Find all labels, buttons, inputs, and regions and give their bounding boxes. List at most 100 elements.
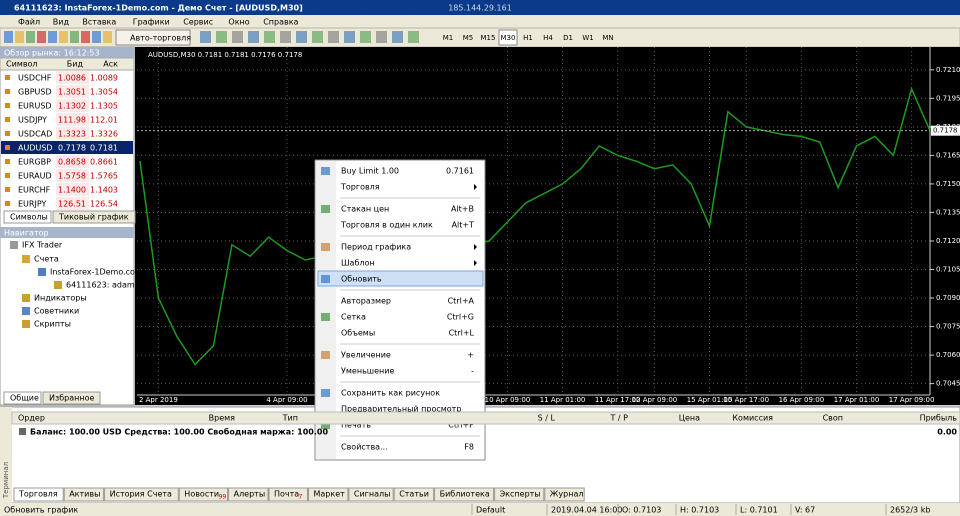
toolbar-icon[interactable] xyxy=(312,31,323,43)
terminal-tab-label[interactable]: Сигналы xyxy=(354,490,391,499)
toolbar-icon[interactable] xyxy=(280,31,291,43)
menu-item-label[interactable]: Торговля в один клик xyxy=(340,221,433,230)
symbol[interactable]: EURUSD xyxy=(18,102,52,111)
menu-item[interactable]: Сервис xyxy=(183,18,213,27)
menu-item-label[interactable]: Сохранить как рисунок xyxy=(341,389,440,398)
terminal-tab[interactable] xyxy=(494,487,545,502)
toolbar-icon[interactable] xyxy=(408,31,419,43)
menu-item-label[interactable]: Торговля xyxy=(340,183,380,192)
terminal-tab-label[interactable]: Алерты xyxy=(234,490,266,499)
toolbar-icon[interactable] xyxy=(48,31,57,43)
timeframe-button[interactable]: H1 xyxy=(523,34,533,42)
panel-tab-label[interactable]: Общие xyxy=(10,394,39,403)
autotrade-label[interactable]: Авто-торговля xyxy=(130,34,191,43)
toolbar-icon[interactable] xyxy=(15,31,24,43)
menu-item-label[interactable]: Шаблон xyxy=(341,259,375,268)
symbol[interactable]: USDCAD xyxy=(18,130,52,139)
terminal-tab[interactable] xyxy=(348,487,394,502)
timeframe-button[interactable]: M30 xyxy=(501,34,516,42)
symbol[interactable]: EURGBP xyxy=(18,158,51,167)
toolbar-icon[interactable] xyxy=(200,31,211,43)
toolbar-icon[interactable] xyxy=(26,31,35,43)
symbol[interactable]: USDJPY xyxy=(18,116,47,125)
menu-item-label[interactable]: Период графика xyxy=(341,243,411,252)
menu-item-label[interactable]: Печать xyxy=(341,421,371,430)
panel-tab-label[interactable]: Тиковый график xyxy=(58,213,129,222)
menu-item-label[interactable]: Стакан цен xyxy=(341,205,389,214)
toolbar-icon[interactable] xyxy=(360,31,371,43)
menu-item[interactable]: Графики xyxy=(133,18,170,27)
menu-item-label[interactable]: Объемы xyxy=(341,329,375,338)
menu-item-label[interactable]: Сетка xyxy=(341,313,366,322)
toolbar-icon[interactable] xyxy=(59,31,68,43)
tree-item[interactable]: Счета xyxy=(34,255,59,264)
timeframe-button[interactable]: D1 xyxy=(563,34,573,42)
menu-item[interactable]: Окно xyxy=(228,18,249,27)
terminal-tab[interactable] xyxy=(393,487,435,502)
terminal-tab-label[interactable]: Библиотека xyxy=(440,490,490,499)
toolbar-icon[interactable] xyxy=(376,31,387,43)
timeframe-button[interactable]: M1 xyxy=(443,34,454,42)
menu-item[interactable]: Вид xyxy=(53,18,70,27)
terminal-tab[interactable] xyxy=(178,487,229,502)
timeframe-button[interactable]: M15 xyxy=(481,34,496,42)
toolbar-icon[interactable] xyxy=(248,31,259,43)
menu-item[interactable]: Вставка xyxy=(82,18,116,27)
tree-item[interactable]: Советники xyxy=(34,307,79,316)
terminal-tab[interactable] xyxy=(434,487,495,502)
terminal-tab-label[interactable]: Эксперты xyxy=(500,490,541,499)
tree-item[interactable]: IFX Trader xyxy=(22,241,63,250)
terminal-tab-label[interactable]: Маркет xyxy=(314,490,346,499)
menu-item-label[interactable]: Свойства... xyxy=(341,443,388,452)
panel-tab[interactable] xyxy=(3,210,52,224)
timeframe-button[interactable]: M5 xyxy=(463,34,474,42)
terminal-tab[interactable] xyxy=(228,487,269,502)
symbol[interactable]: GBPUSD xyxy=(18,88,52,97)
menu-item[interactable]: Файл xyxy=(18,18,40,27)
terminal-tab[interactable] xyxy=(104,487,179,502)
toolbar-icon[interactable] xyxy=(264,31,275,43)
toolbar-icon[interactable] xyxy=(216,31,227,43)
terminal-tab[interactable] xyxy=(544,487,585,502)
autotrade-button[interactable] xyxy=(115,29,191,46)
menu-item-label[interactable]: Buy Limit 1.00 xyxy=(341,167,399,176)
terminal-tab[interactable] xyxy=(63,487,105,502)
terminal-tab-label[interactable]: Почта xyxy=(274,490,299,499)
terminal-tab[interactable] xyxy=(268,487,308,502)
symbol[interactable]: EURAUD xyxy=(18,172,52,181)
terminal-tab-label[interactable]: Журнал xyxy=(550,490,584,499)
toolbar-icon[interactable] xyxy=(296,31,307,43)
menu-item[interactable]: Справка xyxy=(263,18,298,27)
panel-tab-label[interactable]: Символы xyxy=(10,213,48,222)
toolbar-icon[interactable] xyxy=(4,31,13,43)
menu-item-label[interactable]: Обновить xyxy=(341,275,382,284)
toolbar-icon[interactable] xyxy=(328,31,339,43)
toolbar-icon[interactable] xyxy=(37,31,46,43)
tree-item[interactable]: Индикаторы xyxy=(34,294,87,303)
terminal-tab-label[interactable]: История Счета xyxy=(110,490,172,499)
terminal-tab[interactable] xyxy=(308,487,349,502)
timeframe-button[interactable]: MN xyxy=(602,34,613,42)
panel-tab-label[interactable]: Избранное xyxy=(49,394,95,403)
menu-item-label[interactable]: Увеличение xyxy=(341,351,391,360)
menu-item-label[interactable]: Авторазмер xyxy=(341,297,391,306)
menu-item-label[interactable]: Уменьшение xyxy=(341,367,394,376)
toolbar-icon[interactable] xyxy=(344,31,355,43)
tree-item[interactable]: Скрипты xyxy=(34,320,71,329)
panel-tab[interactable] xyxy=(52,210,136,224)
toolbar-icon[interactable] xyxy=(392,31,403,43)
panel-tab[interactable] xyxy=(42,391,101,405)
symbol[interactable]: EURJPY xyxy=(18,200,46,209)
timeframe-button[interactable]: H4 xyxy=(543,34,553,42)
terminal-tab-label[interactable]: Статьи xyxy=(399,490,429,499)
timeframe-button[interactable]: W1 xyxy=(582,34,593,42)
tree-item[interactable]: InstaForex-1Demo.com xyxy=(50,268,143,277)
toolbar-icon[interactable] xyxy=(81,31,90,43)
terminal-tab-label[interactable]: Новости xyxy=(184,490,219,499)
toolbar-icon[interactable] xyxy=(92,31,101,43)
toolbar-icon[interactable] xyxy=(70,31,79,43)
terminal-tab-label[interactable]: Торговля xyxy=(18,490,58,499)
toolbar-icon[interactable] xyxy=(232,31,243,43)
symbol[interactable]: USDCHF xyxy=(18,74,52,83)
terminal-tab-label[interactable]: Активы xyxy=(69,490,100,499)
